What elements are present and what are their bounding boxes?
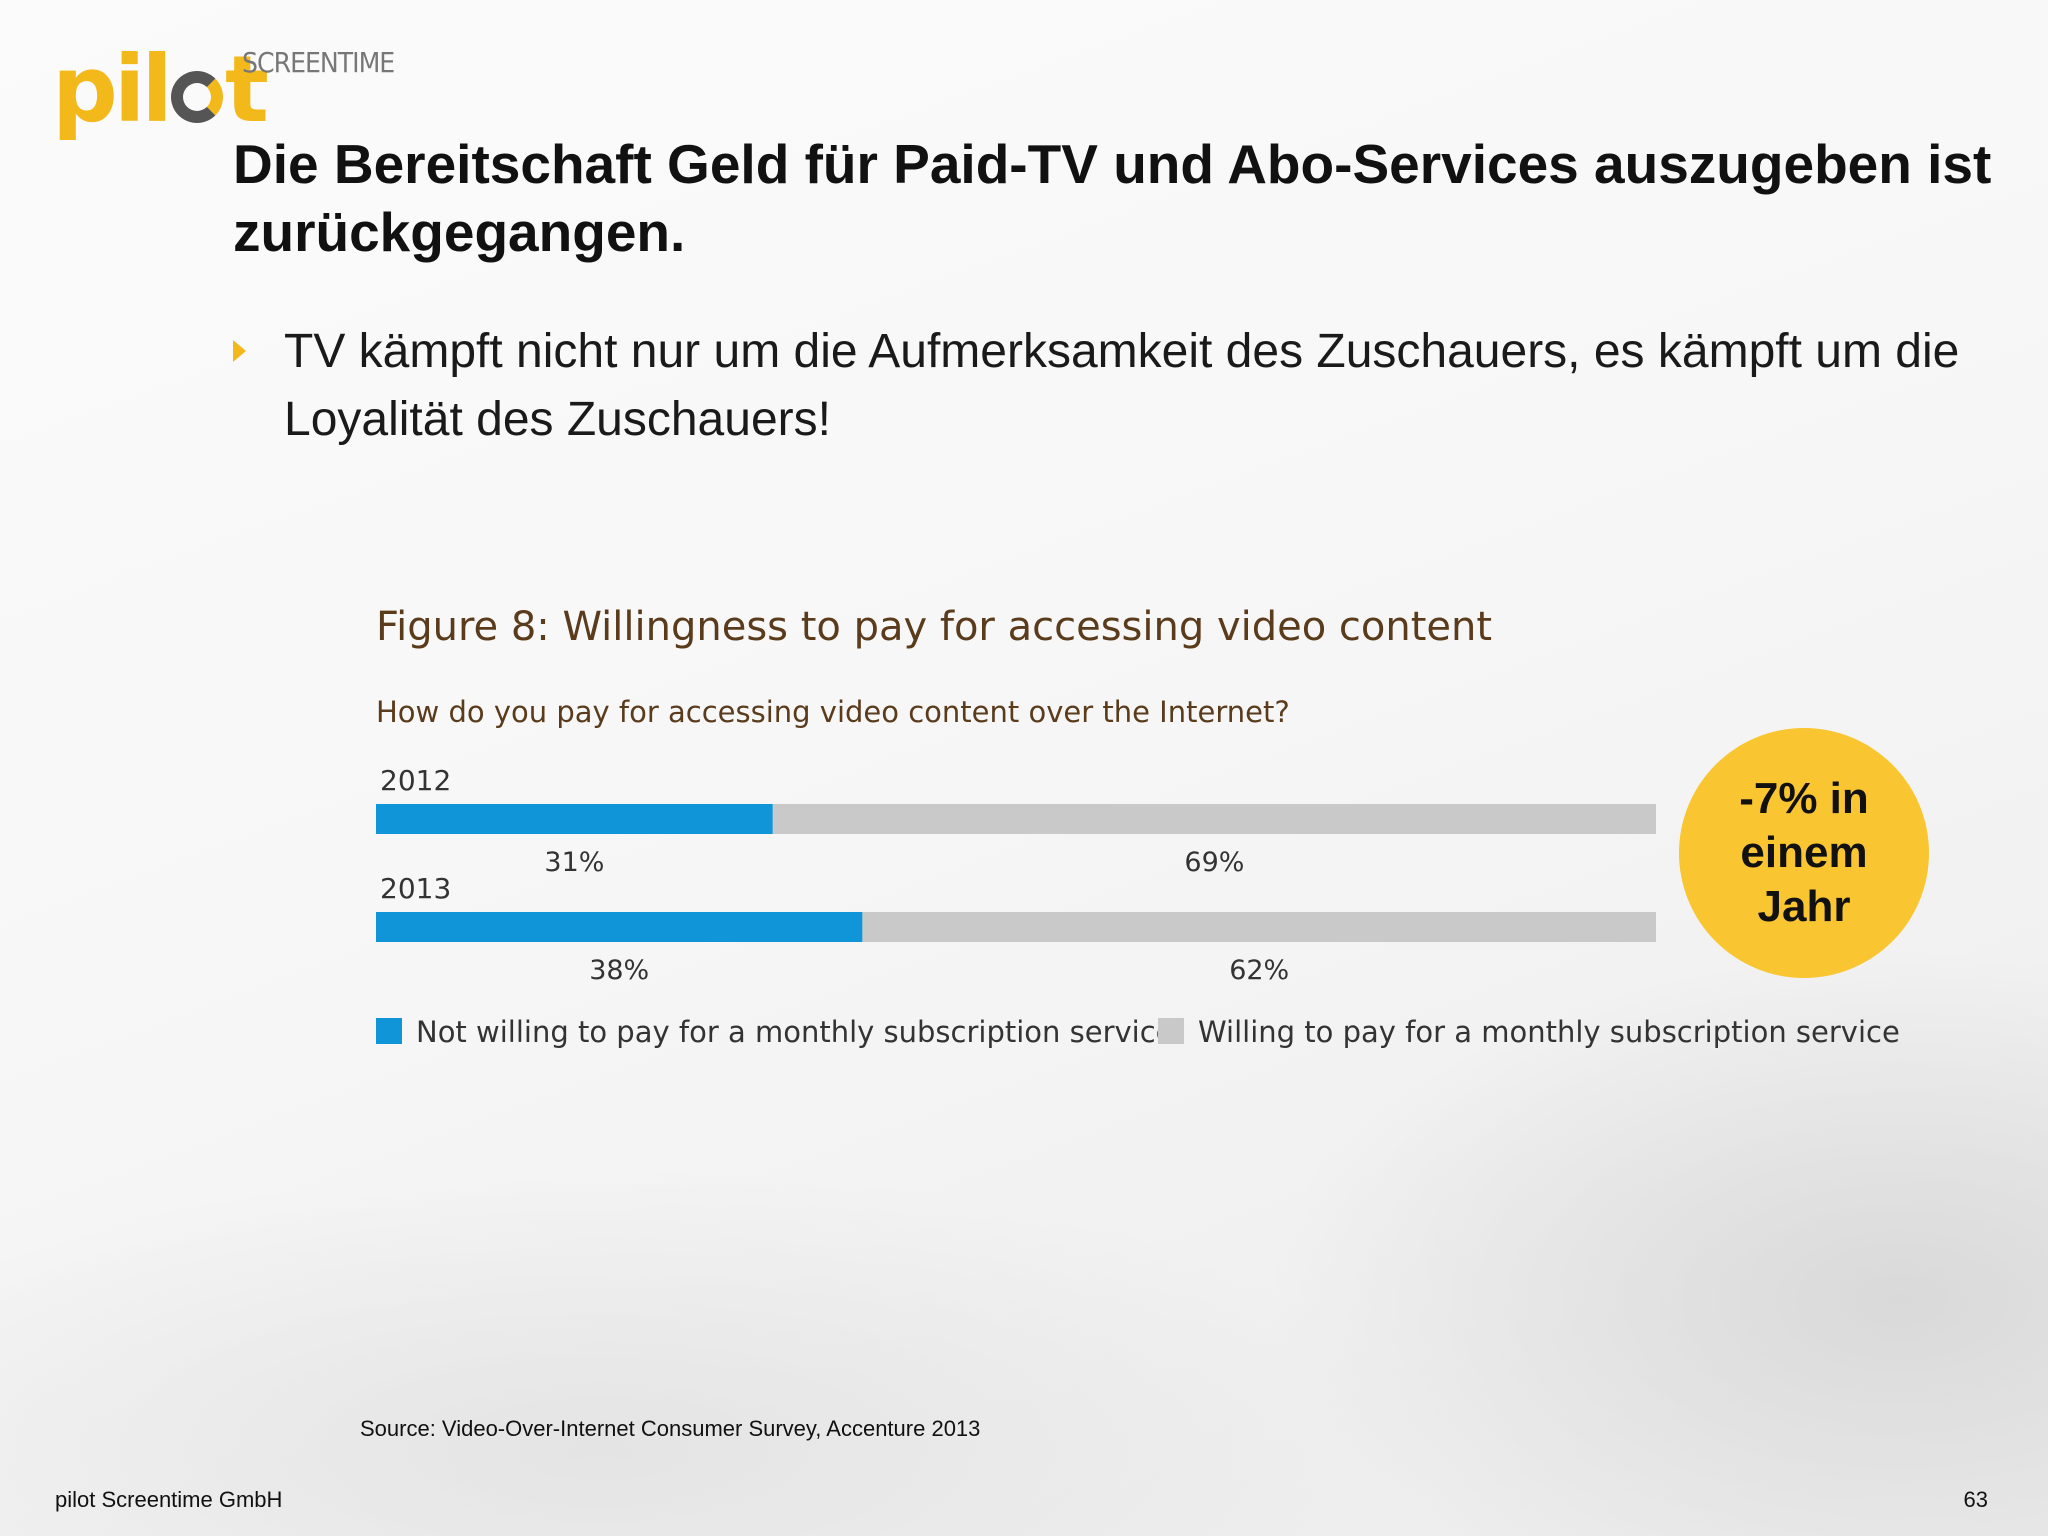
data-label-2012-series-1: 69% <box>1184 847 1244 878</box>
data-label-2013-series-0: 38% <box>589 955 649 986</box>
bullet-text: TV kämpft nicht nur um die Aufmerksamkei… <box>284 325 1960 446</box>
bar-2012-series-1 <box>772 804 1656 834</box>
category-label-2013: 2013 <box>380 872 451 905</box>
change-badge: -7% in einem Jahr <box>1679 728 1929 978</box>
logo-wordmark: pil t <box>52 36 269 143</box>
bullet-point: TV kämpft nicht nur um die Aufmerksamkei… <box>233 318 2013 454</box>
slide-title: Die Bereitschaft Geld für Paid-TV und Ab… <box>233 133 1992 263</box>
footer-company: pilot Screentime GmbH <box>55 1487 283 1512</box>
bar-2012-series-0 <box>376 804 773 834</box>
chart-subtitle: How do you pay for accessing video conte… <box>376 695 1290 729</box>
bar-2013-series-0 <box>376 912 863 942</box>
pilot-screentime-logo: pil t SCREENTIME <box>52 36 395 143</box>
stacked-bar-chart: 2012 31% 69% 2013 38% 62% Not willing to pay f… <box>376 764 1900 1049</box>
bar-2013-series-1 <box>862 912 1656 942</box>
chart-title: Figure 8: Willingness to pay for accessi… <box>376 604 1493 650</box>
legend-label-1: Willing to pay for a monthly subscriptio… <box>1198 1015 1900 1049</box>
triangle-right-icon <box>233 340 246 362</box>
category-label-2012: 2012 <box>380 764 451 797</box>
data-label-2013-series-1: 62% <box>1229 955 1289 986</box>
legend-swatch-1 <box>1158 1018 1184 1044</box>
page-number: 63 <box>1963 1487 1988 1512</box>
change-badge-text: -7% in einem Jahr <box>1739 774 1869 931</box>
data-label-2012-series-0: 31% <box>544 847 604 878</box>
source-note: Source: Video-Over-Internet Consumer Sur… <box>360 1416 981 1441</box>
legend-label-0: Not willing to pay for a monthly subscri… <box>416 1015 1174 1049</box>
logo-subtitle: SCREENTIME <box>242 46 395 79</box>
legend-swatch-0 <box>376 1018 402 1044</box>
